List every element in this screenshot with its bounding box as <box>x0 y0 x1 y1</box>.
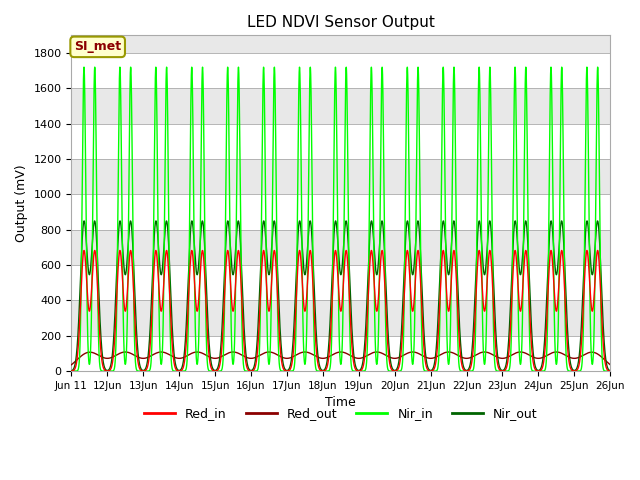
Nir_out <box>492 327 499 333</box>
Red_in <box>269 255 277 261</box>
Nir_out <box>163 218 170 224</box>
Line: Nir_in: Nir_in <box>72 67 611 371</box>
Text: SI_met: SI_met <box>74 40 121 53</box>
Red_out <box>177 355 185 361</box>
Bar <box>72 53 611 88</box>
Nir_in <box>80 64 88 70</box>
Nir_out <box>269 224 277 229</box>
X-axis label: Time: Time <box>326 396 356 409</box>
Red_in <box>415 254 423 260</box>
Red_out <box>492 353 499 359</box>
Bar <box>72 300 611 336</box>
Nir_in <box>415 112 423 118</box>
Red_out <box>269 350 277 356</box>
Nir_in <box>183 362 191 368</box>
Bar <box>72 230 611 265</box>
Bar <box>72 88 611 124</box>
Red_out <box>415 351 423 357</box>
Nir_out <box>605 367 612 372</box>
Bar <box>72 124 611 159</box>
Nir_out <box>607 368 614 373</box>
Nir_in <box>68 368 76 374</box>
Red_in <box>68 368 76 374</box>
Red_in <box>605 368 612 373</box>
Line: Red_out: Red_out <box>72 352 611 365</box>
Line: Nir_out: Nir_out <box>72 221 611 371</box>
Title: LED NDVI Sensor Output: LED NDVI Sensor Output <box>247 15 435 30</box>
Red_in <box>492 343 499 349</box>
Red_out <box>607 362 614 368</box>
Bar <box>72 265 611 300</box>
Nir_out <box>68 368 76 373</box>
Red_out <box>122 349 129 355</box>
Bar <box>72 36 611 53</box>
Red_out <box>183 353 191 359</box>
Red_in <box>271 248 278 253</box>
Bar <box>72 194 611 230</box>
Red_in <box>183 334 191 339</box>
Nir_in <box>492 366 499 372</box>
Bar <box>72 336 611 371</box>
Nir_in <box>269 125 277 131</box>
Nir_in <box>605 368 612 374</box>
Legend: Red_in, Red_out, Nir_in, Nir_out: Red_in, Red_out, Nir_in, Nir_out <box>139 402 543 425</box>
Nir_out <box>177 366 185 372</box>
Nir_in <box>177 368 185 374</box>
Line: Red_in: Red_in <box>72 251 611 371</box>
Nir_in <box>607 368 614 374</box>
Bar <box>72 159 611 194</box>
Nir_out <box>415 226 423 231</box>
Nir_out <box>183 312 191 318</box>
Red_in <box>177 368 185 373</box>
Red_out <box>68 362 76 368</box>
Y-axis label: Output (mV): Output (mV) <box>15 165 28 242</box>
Red_in <box>607 368 614 374</box>
Red_out <box>605 360 612 366</box>
